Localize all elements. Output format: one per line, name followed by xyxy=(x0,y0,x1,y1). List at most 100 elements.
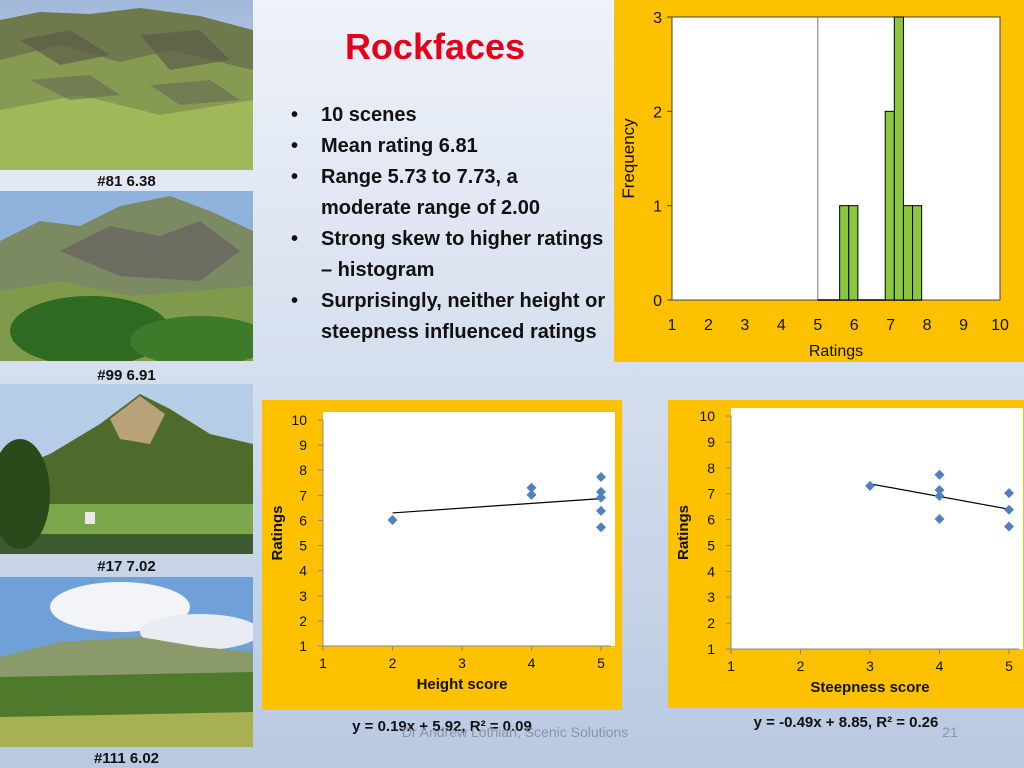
histogram-bar xyxy=(893,16,904,301)
page-number: 21 xyxy=(942,724,958,740)
histogram-bar xyxy=(912,205,923,301)
y-tick-label: 2 xyxy=(707,615,715,631)
y-tick-label: 2 xyxy=(653,104,662,121)
data-point xyxy=(387,514,398,525)
photo-81-caption: #81 6.38 xyxy=(97,173,156,190)
histogram-panel: 0 1 2 3 1 2 3 4 5 6 7 8 9 10 Ratings Frequency xyxy=(614,0,1024,362)
y-tick-label: 5 xyxy=(299,538,307,554)
y-tick-label: 3 xyxy=(299,588,307,604)
x-axis-label: Ratings xyxy=(809,343,863,360)
footer-text: Dr Andrew Lothian, Scenic Solutions xyxy=(401,724,629,740)
data-point xyxy=(934,514,945,525)
x-tick-label: 9 xyxy=(959,317,968,334)
data-point xyxy=(865,480,875,491)
bullet-item: Strong skew to higher ratings – histogra… xyxy=(287,224,607,286)
x-tick-label: 2 xyxy=(704,317,713,334)
x-tick-label: 3 xyxy=(740,317,749,334)
y-tick-label: 4 xyxy=(707,563,715,579)
x-tick-label: 1 xyxy=(319,655,327,671)
x-tick-label: 2 xyxy=(389,655,397,671)
y-tick-label: 3 xyxy=(707,589,715,605)
x-tick-label: 7 xyxy=(886,317,895,334)
y-tick-label: 1 xyxy=(707,641,715,657)
y-tick-label: 1 xyxy=(299,638,307,654)
bullet-item: Range 5.73 to 7.73, a moderate range of … xyxy=(287,162,607,224)
y-tick-label: 9 xyxy=(707,434,715,450)
data-point xyxy=(526,489,537,500)
data-point xyxy=(1004,504,1014,515)
y-tick-label: 10 xyxy=(291,412,307,428)
y-axis-label: Frequency xyxy=(619,118,638,199)
y-tick-label: 5 xyxy=(707,537,715,553)
photo-111 xyxy=(0,577,253,747)
steepness-trend-equation: y = -0.49x + 8.85, R² = 0.26 xyxy=(753,714,939,731)
x-tick-label: 5 xyxy=(1005,658,1013,674)
x-axis-label: Steepness score xyxy=(810,679,929,696)
y-tick-label: 4 xyxy=(299,563,307,579)
x-tick-label: 4 xyxy=(528,655,536,671)
data-point xyxy=(934,490,945,501)
x-tick-label: 6 xyxy=(850,317,859,334)
height-scatter-panel: 1 2 3 4 5 6 7 8 9 10 1 2 3 4 5 Height score Ratings xyxy=(262,400,622,710)
y-tick-label: 6 xyxy=(299,512,307,528)
y-tick-label: 9 xyxy=(299,437,307,453)
plot-area xyxy=(731,408,1023,649)
y-tick-label: 7 xyxy=(299,487,307,503)
photo-111-caption: #111 6.02 xyxy=(93,750,160,767)
x-tick-label: 1 xyxy=(668,317,677,334)
y-tick-label: 1 xyxy=(653,199,662,216)
y-tick-label: 3 xyxy=(653,10,662,27)
y-tick-label: 8 xyxy=(707,460,715,476)
data-point xyxy=(596,492,606,503)
plot-area xyxy=(323,412,615,646)
data-point xyxy=(596,486,606,497)
data-point xyxy=(526,482,537,493)
data-point xyxy=(1004,521,1014,532)
plot-area xyxy=(671,16,1001,301)
x-tick-label: 8 xyxy=(923,317,932,334)
x-tick-label: 4 xyxy=(777,317,786,334)
steepness-scatter-chart: 1 2 3 4 5 6 7 8 9 10 1 2 3 4 5 Steepness score Ratings xyxy=(675,408,1023,696)
slide-title: Rockfaces xyxy=(344,26,526,67)
x-tick-label: 2 xyxy=(797,658,805,674)
x-tick-label: 3 xyxy=(866,658,874,674)
photo-99-caption: #99 6.91 xyxy=(97,367,156,384)
x-axis-label: Height score xyxy=(417,676,508,693)
height-trend-equation: y = 0.19x + 5.92, R² = 0.09 xyxy=(352,718,532,735)
x-tick-label: 3 xyxy=(458,655,466,671)
histogram-bar xyxy=(848,205,859,301)
bullet-item: Mean rating 6.81 xyxy=(287,131,607,162)
photo-99 xyxy=(0,191,253,361)
y-axis-label: Ratings xyxy=(675,505,692,560)
y-tick-label: 7 xyxy=(707,486,715,502)
bullet-list: 10 scenes Mean rating 6.81 Range 5.73 to… xyxy=(287,100,607,348)
bullet-item: 10 scenes xyxy=(287,100,607,131)
data-point xyxy=(596,472,606,483)
y-tick-label: 2 xyxy=(299,613,307,629)
x-tick-label: 5 xyxy=(597,655,605,671)
histogram-bar xyxy=(902,205,914,301)
y-tick-label: 8 xyxy=(299,462,307,478)
y-tick-label: 6 xyxy=(707,512,715,528)
data-point xyxy=(934,485,945,496)
data-point xyxy=(596,522,606,533)
histogram-bar xyxy=(884,110,895,301)
data-point xyxy=(1004,488,1014,499)
x-tick-label: 4 xyxy=(936,658,944,674)
photo-17-caption: #17 7.02 xyxy=(97,558,156,575)
data-point xyxy=(934,469,945,480)
bullet-item: Surprisingly, neither height or steepnes… xyxy=(287,286,607,348)
histogram-bar xyxy=(839,205,850,301)
photo-17 xyxy=(0,384,253,554)
x-tick-label: 1 xyxy=(727,658,735,674)
y-axis-label: Ratings xyxy=(269,505,286,560)
trendline xyxy=(392,497,602,514)
data-point xyxy=(596,505,606,516)
x-tick-label: 10 xyxy=(991,317,1009,334)
x-tick-label: 5 xyxy=(813,317,822,334)
steepness-scatter-panel: 1 2 3 4 5 6 7 8 9 10 1 2 3 4 5 Steepness score Ratings xyxy=(668,400,1024,708)
height-scatter-chart: 1 2 3 4 5 6 7 8 9 10 1 2 3 4 5 Height score Ratings xyxy=(269,412,615,693)
y-tick-label: 0 xyxy=(653,293,662,310)
y-tick-label: 10 xyxy=(699,408,715,424)
